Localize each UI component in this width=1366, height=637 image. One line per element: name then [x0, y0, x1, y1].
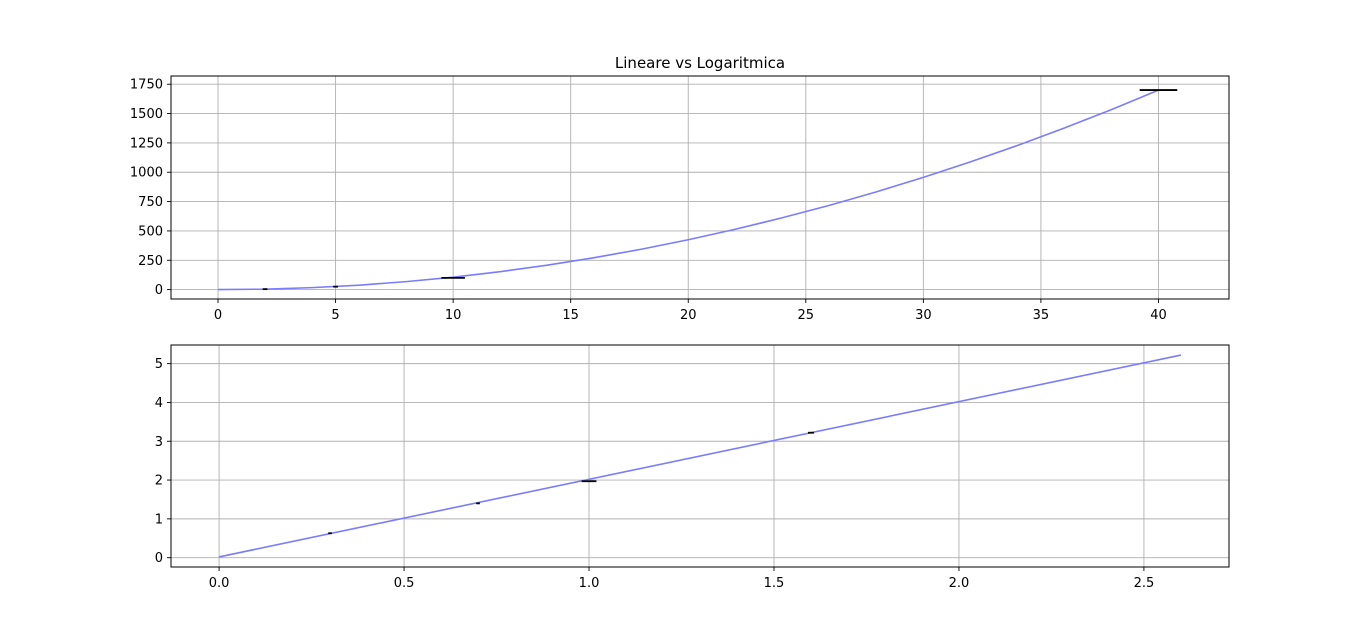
- top-x-tick-label: 10: [445, 308, 462, 323]
- top-x-tick-label: 40: [1150, 308, 1167, 323]
- bottom-y-tick-label: 4: [155, 396, 163, 411]
- top-axes-frame: [170, 75, 1230, 300]
- bottom-axes-frame: [170, 344, 1230, 568]
- top-x-tick-label: 5: [331, 308, 339, 323]
- top-y-tick-label: 250: [138, 254, 163, 269]
- bottom-y-tick-label: 2: [155, 474, 163, 489]
- bottom-x-axis: 0.0 0.5 1.0 1.5 2.0 2.5: [209, 567, 1155, 591]
- top-y-tick-label: 0: [155, 283, 163, 298]
- bottom-y-tick-label: 5: [155, 357, 163, 372]
- bottom-x-tick-label: 1.0: [579, 576, 600, 591]
- bottom-x-tick-label: 2.5: [1134, 576, 1155, 591]
- top-x-axis: 0 5 10 15 20 25 30 35 40: [214, 299, 1167, 323]
- top-axes-border: [170, 75, 1230, 300]
- top-x-tick-label: 20: [680, 308, 697, 323]
- top-y-tick-label: 1750: [130, 78, 163, 93]
- bottom-axes-border: [170, 344, 1230, 568]
- top-y-tick-label: 750: [138, 195, 163, 210]
- bottom-grid: [171, 345, 1229, 567]
- top-x-tick-label: 0: [214, 308, 222, 323]
- bottom-x-tick-label: 1.5: [764, 576, 785, 591]
- top-y-tick-label: 1000: [130, 166, 163, 181]
- top-y-tick-label: 500: [138, 224, 163, 239]
- bottom-y-tick-label: 1: [155, 512, 163, 527]
- chart-title: Lineare vs Logaritmica: [615, 54, 785, 72]
- top-x-tick-label: 25: [798, 308, 815, 323]
- bottom-plot-area: [218, 354, 1182, 558]
- bottom-x-tick-label: 0.0: [209, 576, 230, 591]
- top-y-tick-label: 1500: [130, 107, 163, 122]
- bottom-y-tick-label: 0: [155, 551, 163, 566]
- top-x-tick-label: 30: [915, 308, 932, 323]
- bottom-y-axis: 0 1 2 3 4 5: [155, 357, 171, 566]
- top-chart-panel: Lineare vs Logaritmica 0 5 10 15 20 25 30 35 40 …: [130, 54, 1230, 323]
- top-x-tick-label: 15: [562, 308, 579, 323]
- bottom-series-line: [218, 354, 1182, 558]
- top-series-line: [218, 89, 1159, 291]
- top-grid: [171, 76, 1229, 299]
- top-x-tick-label: 35: [1033, 308, 1050, 323]
- top-y-axis: 0 250 500 750 1000 1250 1500 1750: [130, 78, 171, 298]
- bottom-x-tick-label: 2.0: [949, 576, 970, 591]
- bottom-y-tick-label: 3: [155, 435, 163, 450]
- top-y-tick-label: 1250: [130, 136, 163, 151]
- bottom-x-tick-label: 0.5: [394, 576, 415, 591]
- top-plot-area: [218, 89, 1178, 291]
- bottom-chart-panel: 0.0 0.5 1.0 1.5 2.0 2.5 0 1 2 3 4 5: [155, 344, 1230, 591]
